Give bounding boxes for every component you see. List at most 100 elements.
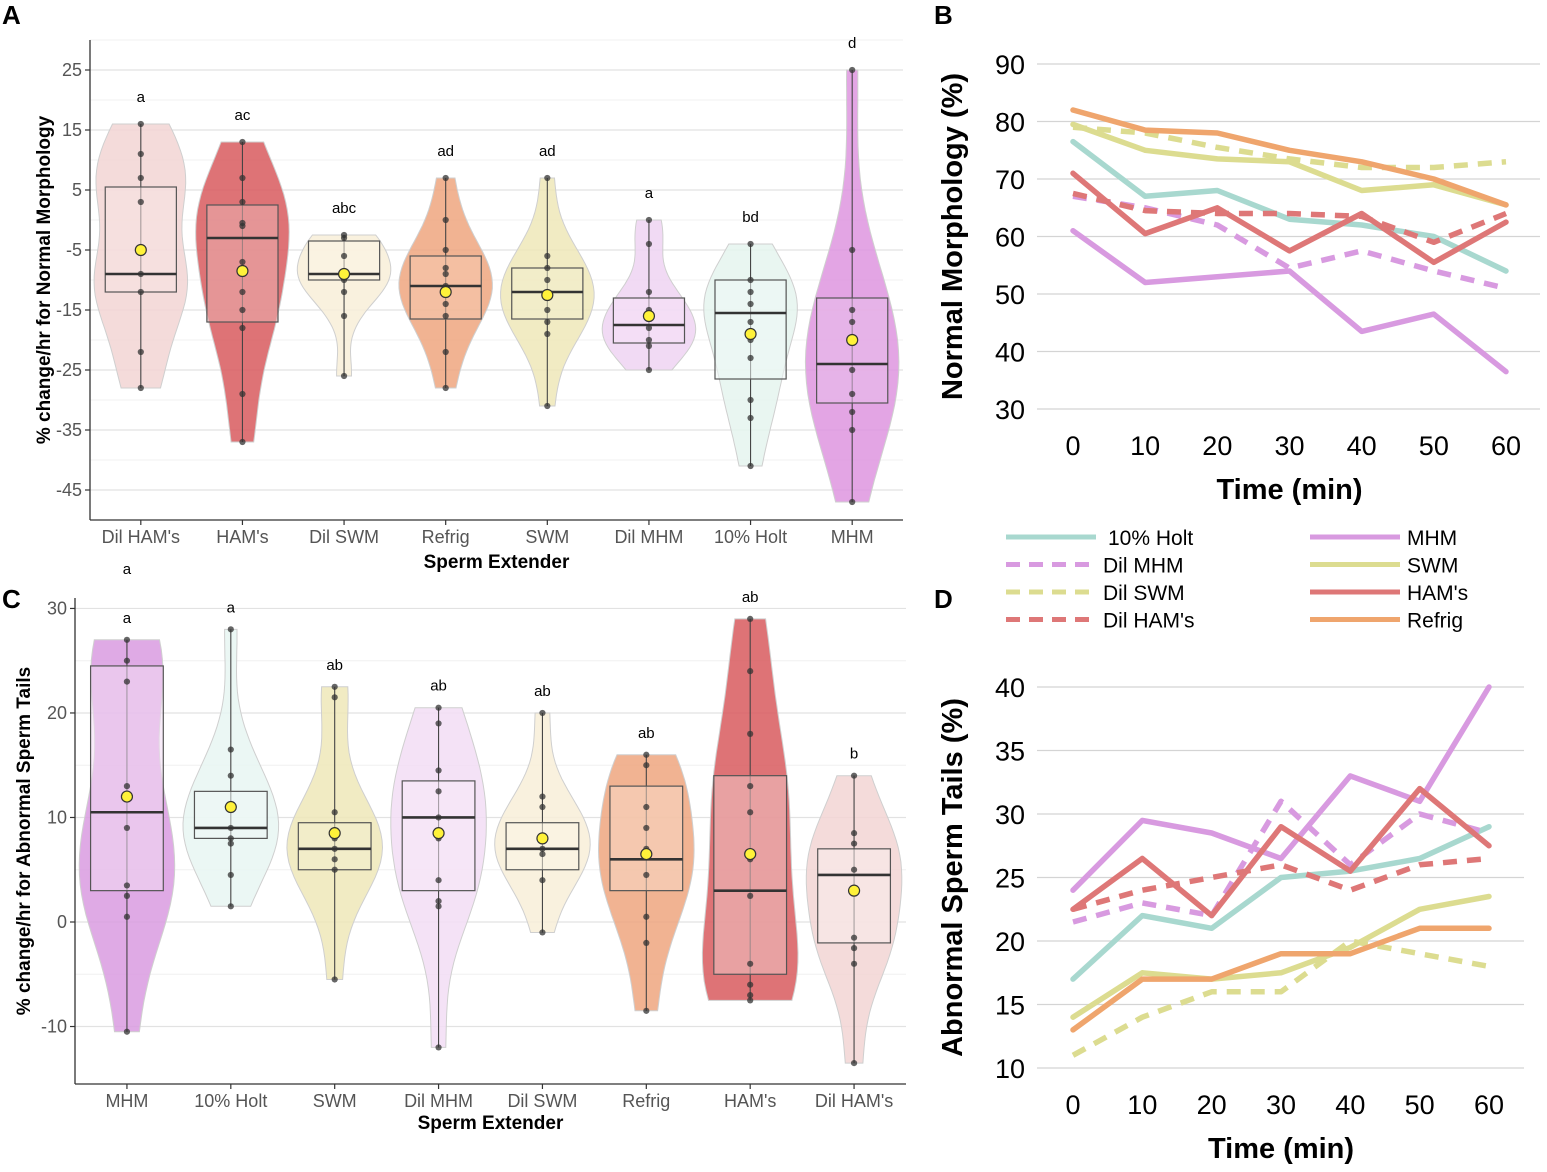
- x-tick-label: SWM: [313, 1091, 357, 1111]
- x-tick-label: HAM's: [216, 527, 268, 547]
- y-tick-label: 20: [47, 703, 67, 723]
- data-point: [539, 929, 546, 936]
- data-point: [645, 336, 653, 344]
- y-tick-label: 90: [995, 50, 1025, 80]
- data-point: [849, 408, 856, 416]
- data-point: [643, 1007, 650, 1014]
- mean-marker: [744, 327, 757, 341]
- legend-label: Dil MHM: [1103, 555, 1183, 578]
- significance-letter: ad: [437, 143, 454, 160]
- legend-label: HAM's: [1407, 582, 1468, 605]
- data-point: [340, 252, 348, 260]
- data-point: [123, 824, 131, 832]
- x-tick-label: Dil SWM: [507, 1091, 577, 1111]
- data-point: [435, 897, 442, 905]
- data-point: [435, 903, 442, 910]
- box: [401, 780, 476, 892]
- data-point: [849, 390, 856, 398]
- significance-letter: a: [227, 599, 236, 616]
- box: [713, 775, 788, 975]
- data-point: [849, 366, 856, 374]
- data-point: [442, 216, 449, 224]
- data-point: [645, 366, 653, 374]
- data-point: [850, 830, 858, 837]
- data-point: [123, 678, 131, 685]
- data-point: [747, 668, 754, 675]
- y-tick-label: -45: [56, 480, 82, 500]
- data-point: [849, 66, 856, 74]
- significance-letter: abc: [332, 200, 357, 217]
- legend-label: Dil HAM's: [1103, 610, 1195, 633]
- y-axis-title: Normal Morphology (%): [937, 73, 969, 400]
- x-tick-label: 10: [1127, 1090, 1157, 1120]
- x-tick-label: HAM's: [724, 1091, 776, 1111]
- data-point: [239, 438, 246, 446]
- data-point: [645, 324, 653, 332]
- x-tick-label: Dil SWM: [309, 527, 379, 547]
- data-point: [544, 276, 551, 284]
- x-tick-label: 60: [1491, 431, 1521, 461]
- data-point: [747, 997, 754, 1004]
- data-point: [227, 626, 234, 633]
- legend-label: Dil SWM: [1103, 582, 1185, 605]
- significance-letter: a: [645, 185, 654, 202]
- data-point: [747, 354, 754, 362]
- data-point: [747, 615, 754, 623]
- data-point: [435, 704, 442, 711]
- x-tick-label: 10% Holt: [714, 527, 787, 547]
- data-point: [442, 174, 449, 182]
- data-point: [331, 683, 338, 690]
- y-axis-title: % change/hr for Abnormal Sperm Tails: [14, 667, 35, 1015]
- legend-label: SWM: [1407, 555, 1458, 578]
- data-point: [239, 222, 246, 230]
- x-tick-label: Dil HAM's: [102, 527, 180, 547]
- data-point: [850, 945, 858, 952]
- y-axis-title: Abnormal Sperm Tails (%): [937, 698, 969, 1057]
- x-tick-label: 20: [1197, 1090, 1227, 1120]
- mean-marker: [224, 800, 237, 814]
- data-point: [227, 840, 234, 847]
- data-point: [643, 939, 650, 947]
- data-point: [435, 877, 442, 884]
- y-tick-label: 5: [72, 180, 82, 200]
- series-line-dil-swm: [1072, 124, 1507, 171]
- data-point: [137, 348, 144, 356]
- panel-label-d: D: [934, 584, 953, 614]
- series-line-dil-swm: [1071, 938, 1490, 1058]
- mean-marker: [536, 832, 549, 845]
- data-point: [239, 258, 246, 266]
- data-point: [747, 300, 754, 308]
- y-tick-label: -15: [56, 300, 82, 320]
- box: [714, 279, 787, 380]
- y-tick-label: 40: [995, 338, 1025, 368]
- mean-marker: [744, 847, 757, 861]
- x-tick-label: MHM: [105, 1091, 148, 1111]
- series-line-refrig: [1070, 107, 1509, 208]
- data-point: [239, 138, 246, 146]
- data-point: [747, 892, 754, 899]
- data-point: [747, 960, 754, 967]
- x-tick-label: Dil MHM: [404, 1091, 473, 1111]
- data-point: [435, 767, 442, 774]
- x-tick-label: 50: [1419, 431, 1449, 461]
- data-point: [645, 240, 653, 248]
- y-tick-label: 15: [62, 120, 82, 140]
- data-point: [747, 240, 754, 248]
- data-point: [850, 866, 858, 873]
- data-point: [137, 198, 144, 206]
- significance-letter: b: [850, 746, 858, 763]
- data-point: [442, 348, 449, 356]
- significance-letter: bd: [742, 209, 759, 226]
- y-tick-label: -10: [41, 1017, 67, 1037]
- significance-letter: a: [137, 89, 146, 106]
- data-point: [849, 318, 856, 326]
- series-line-dil-mhm: [1072, 798, 1490, 925]
- data-point: [849, 306, 856, 314]
- x-tick-label: Dil HAM's: [815, 1091, 893, 1111]
- data-point: [442, 384, 449, 392]
- box: [89, 665, 164, 892]
- series-line-dil-ham-s: [1072, 190, 1508, 246]
- x-tick-label: 40: [1335, 1090, 1365, 1120]
- data-point: [747, 414, 754, 422]
